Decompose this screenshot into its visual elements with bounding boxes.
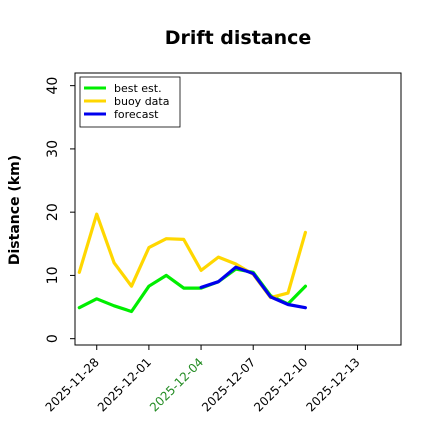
- x-tick-label: 2025-12-04: [147, 355, 206, 414]
- y-axis-label: Distance (km): [7, 155, 23, 265]
- y-tick-label: 40: [45, 77, 61, 95]
- y-tick-label: 10: [45, 267, 61, 285]
- x-tick-label: 2025-12-07: [199, 355, 258, 414]
- x-tick-label: 2025-12-01: [95, 355, 154, 414]
- x-tick-label: 2025-12-13: [303, 355, 362, 414]
- legend-label: buoy data: [114, 95, 169, 108]
- y-tick-label: 20: [45, 203, 61, 221]
- y-tick-label: 30: [45, 140, 61, 158]
- y-axis: 0 10 20 30 40: [45, 77, 75, 343]
- series-lines: [77, 212, 307, 314]
- x-axis: 2025-11-282025-12-012025-12-042025-12-07…: [43, 345, 363, 414]
- legend-label: best est.: [114, 82, 162, 95]
- x-tick-label: 2025-11-28: [43, 355, 102, 414]
- series-line: [77, 267, 307, 314]
- chart-title: Drift distance: [165, 27, 312, 49]
- series-line: [199, 265, 307, 310]
- x-tick-label: 2025-12-10: [251, 355, 310, 414]
- series-line: [77, 212, 307, 300]
- plot-frame: [74, 72, 402, 346]
- legend-label: forecast: [114, 108, 159, 121]
- y-tick-label: 0: [45, 334, 61, 343]
